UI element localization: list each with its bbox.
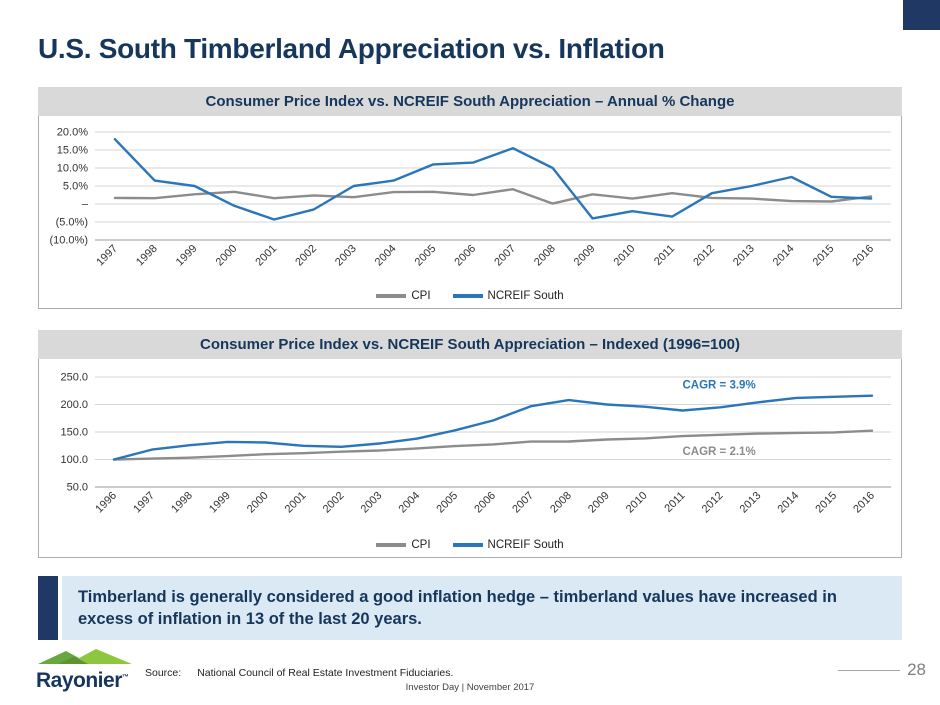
x-tick-label: 2012 xyxy=(691,243,717,269)
x-tick-label: 2006 xyxy=(452,243,478,269)
callout-accent-bar xyxy=(38,576,58,640)
x-tick-label: 2015 xyxy=(811,243,837,269)
page-number-rule xyxy=(838,669,901,671)
y-tick-label: 100.0 xyxy=(60,454,88,466)
x-tick-label: 2010 xyxy=(624,490,650,516)
x-tick-label: 2004 xyxy=(373,243,399,269)
x-tick-label: 2000 xyxy=(214,243,240,269)
cpi-line-swatch-icon xyxy=(376,294,407,298)
indexed-chart-legend: CPI NCREIF South xyxy=(39,533,901,557)
y-tick-label: 150.0 xyxy=(60,427,88,439)
ncreif-line-swatch-icon xyxy=(452,543,483,547)
cagr-annotation: CAGR = 3.9% xyxy=(683,380,756,392)
legend-item-ncreif: NCREIF South xyxy=(452,290,564,302)
legend-label-cpi: CPI xyxy=(411,290,431,302)
x-tick-label: 2011 xyxy=(652,243,677,268)
x-tick-label: 2008 xyxy=(532,243,558,269)
annual-chart-title: Consumer Price Index vs. NCREIF South Ap… xyxy=(38,87,902,116)
legend-item-cpi: CPI xyxy=(376,290,431,302)
x-tick-label: 2013 xyxy=(738,490,764,516)
x-tick-label: 1998 xyxy=(134,243,160,269)
x-tick-label: 2003 xyxy=(359,490,385,516)
series-line-cpi xyxy=(113,187,873,205)
x-tick-label: 2005 xyxy=(434,490,460,516)
x-tick-label: 1999 xyxy=(207,490,233,516)
x-tick-label: 2001 xyxy=(283,490,309,516)
callout-box: Timberland is generally considered a goo… xyxy=(62,576,902,640)
series-line-cpi xyxy=(112,429,874,461)
page-number-block: 28 xyxy=(838,660,926,680)
x-tick-label: 2005 xyxy=(413,243,439,269)
x-tick-label: 1996 xyxy=(93,490,119,516)
series-line-ncreif-south xyxy=(112,394,874,461)
x-tick-label: 2002 xyxy=(321,490,347,516)
x-tick-label: 2004 xyxy=(397,490,423,516)
x-tick-label: 2002 xyxy=(293,243,319,269)
page-title: U.S. South Timberland Appreciation vs. I… xyxy=(38,33,665,64)
y-tick-label: – xyxy=(82,199,89,211)
x-tick-label: 2011 xyxy=(662,490,687,515)
legend-label-ncreif: NCREIF South xyxy=(487,290,564,302)
indexed-chart: 250.0 200.0 150.0 100.0 50.0 1996 1997 1998 1999… xyxy=(60,372,891,516)
legend-label-cpi: CPI xyxy=(411,539,431,551)
legend-item-ncreif: NCREIF South xyxy=(452,539,564,551)
x-tick-label: 2016 xyxy=(851,490,877,516)
y-tick-label: (5.0%) xyxy=(56,217,88,229)
callout-text: Timberland is generally considered a goo… xyxy=(78,588,837,628)
x-tick-label: 2013 xyxy=(731,243,757,269)
x-tick-label: 2015 xyxy=(813,490,839,516)
rayonier-wordmark: Rayonier™ xyxy=(36,669,129,692)
source-line: Source: National Council of Real Estate I… xyxy=(145,667,453,679)
x-tick-label: 2014 xyxy=(771,243,797,269)
y-tick-label: (10.0%) xyxy=(49,235,88,247)
indexed-panel: Consumer Price Index vs. NCREIF South Ap… xyxy=(38,330,902,558)
indexed-chart-title: Consumer Price Index vs. NCREIF South Ap… xyxy=(38,330,902,359)
series-line-ncreif-south xyxy=(113,138,873,221)
corner-accent-block xyxy=(903,0,940,30)
x-tick-label: 2007 xyxy=(492,243,518,269)
y-tick-label: 250.0 xyxy=(60,372,88,384)
y-tick-label: 50.0 xyxy=(67,482,88,494)
y-tick-label: 200.0 xyxy=(60,399,88,411)
x-tick-label: 2007 xyxy=(510,490,536,516)
annual-change-panel: Consumer Price Index vs. NCREIF South Ap… xyxy=(38,87,902,309)
x-tick-label: 2014 xyxy=(776,490,802,516)
x-tick-label: 2009 xyxy=(572,243,598,269)
ncreif-line-swatch-icon xyxy=(452,294,483,298)
callout: Timberland is generally considered a goo… xyxy=(38,576,902,640)
rayonier-mountain-icon xyxy=(38,649,132,664)
y-tick-label: 20.0% xyxy=(57,127,88,139)
x-tick-label: 1998 xyxy=(169,490,195,516)
legend-item-cpi: CPI xyxy=(376,539,431,551)
x-tick-label: 2016 xyxy=(850,243,876,269)
cagr-annotation: CAGR = 2.1% xyxy=(683,446,756,458)
annual-change-chart: 20.0% 15.0% 10.0% 5.0% – (5.0%) (10.0%) 1997 199… xyxy=(49,127,891,269)
page-number: 28 xyxy=(907,660,926,679)
legend-label-ncreif: NCREIF South xyxy=(487,539,564,551)
x-tick-label: 2001 xyxy=(253,243,279,269)
x-tick-label: 2008 xyxy=(548,490,574,516)
x-tick-label: 1997 xyxy=(131,490,157,516)
x-tick-label: 2012 xyxy=(700,490,726,516)
cpi-line-swatch-icon xyxy=(376,543,407,547)
source-text: National Council of Real Estate Investme… xyxy=(197,667,454,679)
x-tick-label: 2003 xyxy=(333,243,359,269)
x-tick-label: 2009 xyxy=(586,490,612,516)
trademark-symbol: ™ xyxy=(121,674,129,681)
annual-chart-legend: CPI NCREIF South xyxy=(39,284,901,308)
x-tick-label: 1999 xyxy=(174,243,200,269)
x-tick-label: 2000 xyxy=(245,490,271,516)
x-tick-label: 2006 xyxy=(472,490,498,516)
indexed-chart-body: 250.0 200.0 150.0 100.0 50.0 1996 1997 1998 1999… xyxy=(38,359,902,558)
x-tick-label: 2010 xyxy=(612,243,638,269)
footer-event-text: Investor Day | November 2017 xyxy=(405,682,535,693)
annual-chart-body: 20.0% 15.0% 10.0% 5.0% – (5.0%) (10.0%) 1997 199… xyxy=(38,116,902,309)
y-tick-label: 15.0% xyxy=(57,145,88,157)
rayonier-logo: Rayonier™ xyxy=(36,648,140,691)
y-tick-label: 10.0% xyxy=(57,163,88,175)
source-label: Source: xyxy=(145,667,182,679)
x-tick-label: 1997 xyxy=(94,243,120,269)
y-tick-label: 5.0% xyxy=(63,181,88,193)
